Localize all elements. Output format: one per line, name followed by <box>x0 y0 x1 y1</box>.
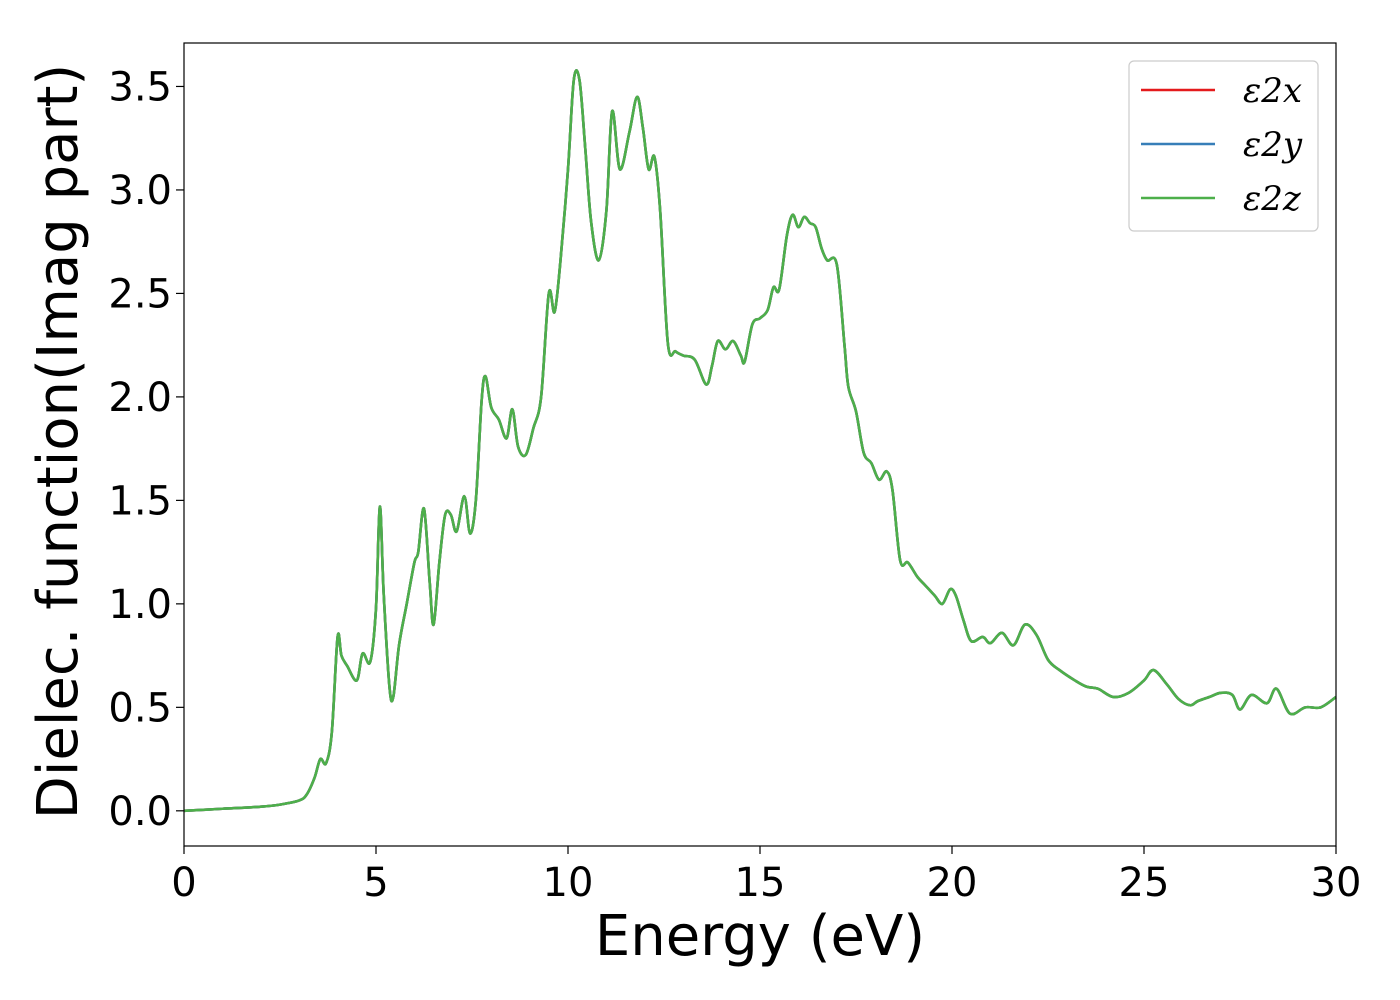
y-tick-label: 3.0 <box>108 168 172 214</box>
legend: ε2x ε2y ε2z <box>1128 60 1319 232</box>
x-tick-label: 5 <box>363 860 388 906</box>
y-tick-label: 1.0 <box>108 582 172 628</box>
y-tick-label: 3.5 <box>108 64 172 110</box>
legend-label: ε2x <box>1243 71 1302 111</box>
y-tick-label: 2.0 <box>108 375 172 421</box>
ticks-layer: 0 5 10 15 20 25 30 0.0 0.5 1.0 1.5 2.0 2.5 3.0 3.5 <box>108 64 1361 906</box>
y-axis-title: Dielec. function(Imag part) <box>26 64 91 820</box>
series-line-3 <box>183 69 1337 813</box>
x-tick-label: 25 <box>1119 860 1170 906</box>
y-tick-label: 2.5 <box>108 271 172 317</box>
y-tick-label: 0.0 <box>108 789 172 835</box>
x-tick-label: 30 <box>1311 860 1362 906</box>
legend-box <box>1128 60 1319 232</box>
x-tick-label: 20 <box>927 860 978 906</box>
series-layer <box>183 69 1337 813</box>
legend-label: ε2z <box>1243 179 1302 219</box>
legend-label: ε2y <box>1243 125 1303 165</box>
x-tick-label: 10 <box>543 860 594 906</box>
x-tick-label: 15 <box>735 860 786 906</box>
y-tick-label: 1.5 <box>108 478 172 524</box>
y-tick-label: 0.5 <box>108 685 172 731</box>
x-axis-title: Energy (eV) <box>595 904 925 969</box>
x-tick-label: 0 <box>171 860 196 906</box>
